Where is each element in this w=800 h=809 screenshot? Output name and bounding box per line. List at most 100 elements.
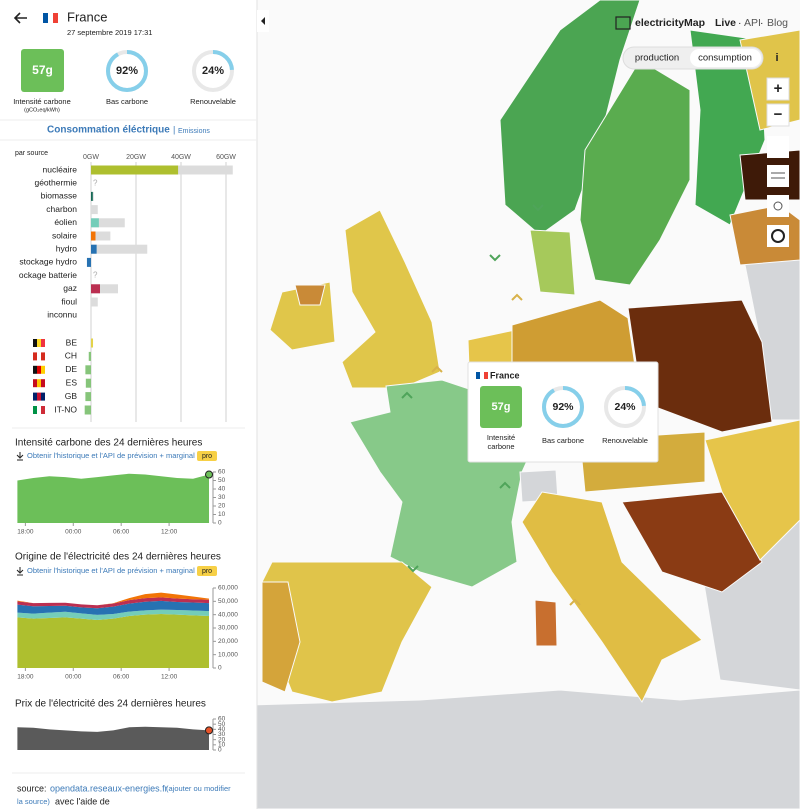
flag-stripe [41, 339, 45, 347]
source-label: gaz [63, 283, 77, 293]
toggle-option[interactable]: production [635, 53, 679, 64]
production-bar [91, 191, 93, 201]
production-bar [91, 218, 99, 228]
y-tick-label: 0 [218, 520, 222, 527]
flag-stripe [41, 352, 45, 361]
stacked-area [17, 592, 210, 606]
flow-arrows [401, 204, 544, 573]
toggle-option[interactable]: consumption [698, 53, 752, 64]
northern-ireland [294, 284, 326, 306]
y-tick-label: 30,000 [218, 625, 238, 632]
source-label: inconnu [47, 309, 77, 319]
x-tick-label: 00:00 [65, 529, 82, 536]
flag-fr [476, 372, 488, 379]
footer-text: source: [17, 783, 47, 793]
info-button[interactable]: i [775, 52, 778, 64]
separator: · [738, 17, 742, 29]
y-tick-label: 40 [218, 486, 226, 493]
y-tick-label: 10,000 [218, 651, 238, 658]
source-label: ockage batterie [19, 270, 77, 280]
wind-button[interactable] [767, 165, 789, 187]
zoom-out-label: − [774, 106, 783, 123]
portugal [261, 581, 301, 693]
exchange-label: DE [65, 364, 77, 374]
arrow [499, 481, 511, 489]
tab[interactable]: Emissions [178, 128, 210, 135]
flag-stripe [53, 13, 58, 23]
tooltip-country: France [490, 370, 520, 380]
tab-active[interactable]: Consommation éléctrique [47, 125, 170, 136]
flag-stripe [48, 13, 53, 23]
gauge-arc [542, 386, 584, 428]
solar-button[interactable] [767, 195, 789, 217]
unknown-mark: ? [93, 178, 98, 187]
blog-link[interactable]: Blog [767, 17, 788, 29]
capacity-bar [91, 244, 148, 254]
gauge-label: 92% [116, 65, 138, 77]
arrow [511, 293, 523, 301]
y-tick-label: 20,000 [218, 638, 238, 645]
source-label: nucléaire [43, 164, 78, 174]
north-africa [249, 689, 800, 809]
production-bar [91, 244, 97, 254]
footer-link[interactable]: opendata.reseaux-energies.fr [50, 783, 168, 793]
carbon-value: 57g [492, 401, 511, 413]
icon [771, 229, 785, 243]
footer-link[interactable]: (ajouter ou modifier [166, 784, 231, 793]
flag-stripe [33, 365, 37, 374]
zoom-in[interactable] [766, 77, 790, 101]
carbon-box [21, 49, 64, 92]
y-tick-label: 20 [218, 736, 226, 743]
back-button[interactable] [13, 12, 27, 24]
download-icon [16, 452, 24, 461]
tooltip-label: Renouvelable [602, 436, 648, 445]
brand-logo [615, 16, 631, 30]
flag-stripe [480, 372, 484, 379]
gauge-arc [604, 386, 646, 428]
y-tick-label: 40,000 [218, 611, 238, 618]
history-link: Obtenir l'historique et l'API de prévisi… [27, 451, 195, 460]
exchange-label: GB [65, 391, 78, 401]
carbon-value: 57g [32, 63, 53, 77]
zoom-out[interactable] [766, 103, 790, 127]
current-marker [205, 726, 214, 735]
stacked-area [17, 597, 210, 609]
source-label: hydro [56, 243, 78, 253]
flag-stripe [33, 339, 37, 347]
x-tick-label: 06:00 [113, 674, 130, 681]
x-tick-label: 18:00 [17, 674, 34, 681]
date: 27 septembre 2019 17:31 [67, 28, 152, 37]
flag-stripe [37, 379, 41, 388]
flag-stripe [41, 406, 45, 414]
flag-stripe [33, 392, 37, 401]
capacity-bar [91, 205, 98, 215]
capacity-bar [91, 231, 111, 241]
brand[interactable]: electricityMap [635, 17, 705, 29]
history-link: Obtenir l'historique et l'API de prévisi… [27, 566, 195, 575]
x-tick-label: 00:00 [65, 674, 82, 681]
estonia-latvia [729, 204, 800, 266]
x-tick-label: 06:00 [113, 529, 130, 536]
exchange-label: IT-NO [54, 404, 77, 414]
source-label: stockage hydro [19, 257, 77, 267]
pro-badge [197, 566, 217, 576]
x-tick-label: 40GW [171, 154, 191, 161]
footer-link[interactable]: la source) [17, 797, 50, 806]
flag-stripe [37, 352, 41, 361]
flag-stripe [37, 406, 41, 414]
pro-badge-label: pro [202, 453, 212, 460]
theme-button[interactable] [767, 225, 789, 247]
language-button[interactable] [767, 136, 789, 158]
x-tick-label: 18:00 [17, 529, 34, 536]
area [17, 726, 210, 750]
exchange-bar [85, 392, 91, 402]
flag-stripe [37, 392, 41, 401]
norway [499, 0, 641, 236]
api-link[interactable]: API [744, 17, 761, 29]
flag-stripe [37, 339, 41, 347]
flag-stripe [33, 352, 37, 361]
exchange-label: CH [65, 351, 77, 361]
flag-stripe [37, 365, 41, 374]
tab-separator: | [173, 124, 175, 134]
